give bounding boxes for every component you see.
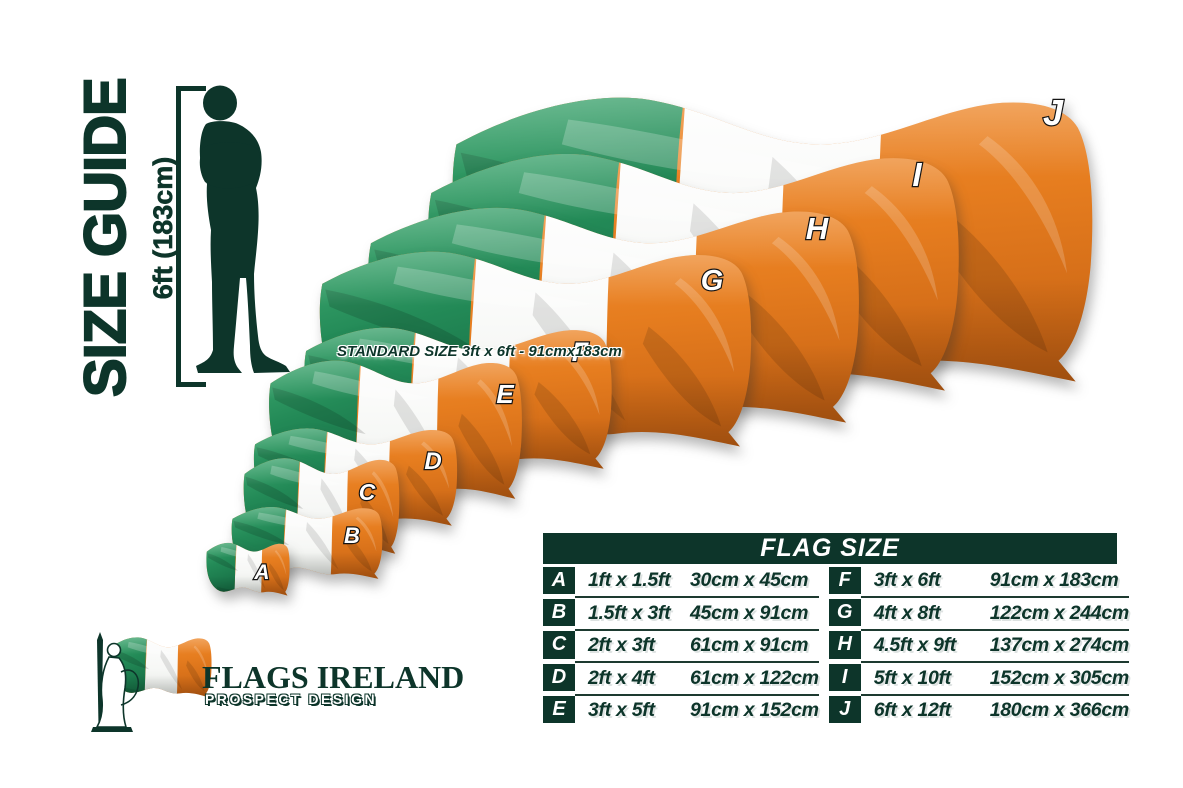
row-letter: F [828,566,861,594]
flag-g: G [318,241,753,458]
row-size-cm: 30cm x 45cm [690,568,809,591]
row-size-ft: 5ft x 10ft [873,666,952,689]
standard-size-note: STANDARD SIZE 3ft x 6ft - 91cmx183cm [337,343,622,360]
row-size-ft: 6ft x 12ft [873,699,952,722]
flag-h: H [366,196,861,435]
flag-b: B [231,503,383,583]
row-letter: J [828,696,861,724]
flag-label-f: F [572,337,590,367]
row-size-cm: 122cm x 244cm [989,602,1130,625]
row-size-ft: 1ft x 1.5ft [588,568,671,591]
row-letter: D [543,663,575,692]
row-size-cm: 45cm x 91cm [690,602,809,625]
flag-c: C [243,453,400,559]
table-title: FLAG SIZE [543,533,1117,564]
row-letter: E [543,696,575,724]
row-letter: A [543,566,575,594]
flag-label-c: C [359,479,376,505]
flag-label-b: B [344,523,360,548]
row-size-cm: 61cm x 91cm [690,634,809,657]
flag-label-h: H [806,211,829,246]
table-row: D 2ft x 4ft 61cm x 122cm [543,661,819,693]
flag-e: E [268,353,523,507]
person-height-label: 6ft (183cm) [148,156,179,300]
flag-a: A [206,540,290,599]
row-size-ft: 4ft x 8ft [873,602,941,625]
flag-label-j: J [1043,92,1064,133]
table-row: G 4ft x 8ft 122cm x 244cm [828,596,1130,628]
logo-tagline: PROSPECT DESIGN [205,691,378,707]
table-row: A 1ft x 1.5ft 30cm x 45cm [543,564,819,596]
table-row: B 1.5ft x 3ft 45cm x 91cm [543,596,819,628]
row-size-ft: 3ft x 5ft [588,699,655,722]
row-size-cm: 152cm x 305cm [989,666,1130,689]
flag-d: D [253,423,458,531]
row-size-cm: 180cm x 366cm [989,699,1130,722]
statue-icon [91,632,140,732]
row-size-ft: 4.5ft x 9ft [873,634,957,657]
flag-label-i: I [912,156,922,193]
flag-size-table: FLAG SIZE A 1ft x 1.5ft 30cm x 45cm B 1.5… [543,533,1129,726]
row-size-cm: 91cm x 152cm [690,699,819,722]
row-size-cm: 137cm x 274cm [989,634,1130,657]
table-body: A 1ft x 1.5ft 30cm x 45cm B 1.5ft x 3ft 45… [543,564,1129,726]
table-row: F 3ft x 6ft 91cm x 183cm [828,564,1129,596]
flag-label-d: D [424,448,441,475]
row-letter: G [828,598,861,627]
flag-f: F [303,320,613,477]
flag-label-g: G [701,265,724,297]
row-letter: H [828,631,861,659]
table-row: E 3ft x 5ft 91cm x 152cm [543,693,819,726]
row-size-ft: 2ft x 3ft [588,634,655,657]
flags-cascade: J I H G F E D CB A [206,82,1095,599]
size-guide-title: SIZE GUIDE [72,77,139,398]
logo-graphic [91,632,212,732]
flag-label-e: E [496,379,514,409]
table-row: H 4.5ft x 9ft 137cm x 274cm [828,628,1130,661]
table-row: C 2ft x 3ft 61cm x 91cm [543,628,819,661]
table-column-left: A 1ft x 1.5ft 30cm x 45cm B 1.5ft x 3ft 45… [543,564,819,726]
height-bracket [176,86,206,387]
person-silhouette [196,85,290,373]
table-row: J 6ft x 12ft 180cm x 366cm [828,693,1130,726]
row-size-ft: 1.5ft x 3ft [588,602,671,625]
row-size-cm: 91cm x 183cm [989,568,1119,591]
row-size-ft: 3ft x 6ft [873,568,941,591]
flag-i: I [426,141,961,404]
flag-label-a: A [253,561,269,584]
row-letter: I [828,663,861,692]
row-size-cm: 61cm x 122cm [690,666,819,689]
table-column-right: F 3ft x 6ft 91cm x 183cm G 4ft x 8ft 122cm… [828,564,1130,726]
flag-j: J [450,82,1095,398]
row-letter: B [543,598,575,627]
table-row: I 5ft x 10ft 152cm x 305cm [828,661,1130,693]
row-letter: C [543,631,575,659]
logo-name: FLAGS IRELAND [202,659,465,695]
row-size-ft: 2ft x 4ft [588,666,655,689]
